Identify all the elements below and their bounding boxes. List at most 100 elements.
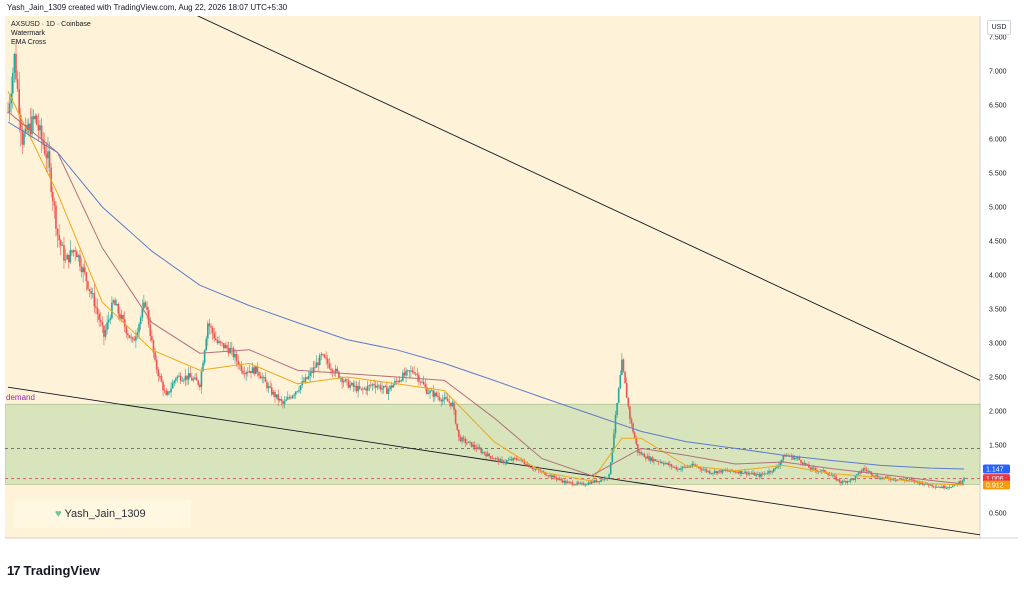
- candle-body: [298, 390, 300, 392]
- candle-body: [728, 471, 730, 472]
- candle-body: [566, 481, 569, 484]
- candle-body: [37, 124, 40, 131]
- candle-body: [320, 354, 323, 356]
- candle-body: [253, 367, 255, 375]
- candle-body: [21, 129, 24, 145]
- candle-body: [384, 385, 387, 387]
- candle-body: [784, 455, 786, 457]
- candle-body: [85, 272, 88, 282]
- candle-body: [127, 333, 129, 336]
- ema-slow-line[interactable]: [7, 111, 965, 485]
- ema-cross-indicator-label[interactable]: EMA Cross: [11, 39, 47, 46]
- candle-body: [622, 359, 625, 372]
- candle-body: [170, 388, 172, 393]
- candle-body: [812, 467, 815, 469]
- candle-body: [304, 377, 307, 383]
- tradingview-footer[interactable]: 17 TradingView: [7, 563, 100, 578]
- candle-body: [402, 372, 404, 381]
- candle-body: [937, 486, 940, 488]
- candle-body: [835, 476, 837, 481]
- ema-fast-line[interactable]: [7, 91, 965, 486]
- candle-body: [24, 124, 27, 134]
- candle-body: [517, 459, 519, 461]
- candle-body: [109, 318, 112, 320]
- candle-body: [603, 477, 606, 480]
- candle-body: [752, 472, 754, 474]
- candle-body: [873, 475, 876, 477]
- candle-body: [619, 374, 622, 389]
- candle-body: [643, 453, 646, 458]
- candle-body: [867, 471, 869, 472]
- candle-body: [88, 289, 91, 291]
- tradingview-logo-icon: 17: [7, 563, 21, 578]
- watermark-indicator-label[interactable]: Watermark: [11, 30, 45, 37]
- candle-body: [744, 471, 746, 474]
- candle-body: [841, 481, 844, 484]
- candle-body: [651, 457, 654, 462]
- candle-body: [493, 458, 495, 460]
- y-tick-label: 1.500: [989, 443, 1007, 450]
- candle-body: [913, 479, 916, 482]
- candle-body: [577, 482, 580, 484]
- candle-body: [605, 477, 607, 479]
- symbol-label[interactable]: AXSUSD · 1D · Coinbase: [11, 21, 91, 28]
- candle-body: [627, 397, 630, 407]
- candle-body: [507, 460, 510, 461]
- candle-body: [224, 345, 227, 349]
- price-chart[interactable]: demand0.5001.0001.5002.0002.5003.0003.50…: [5, 16, 1018, 539]
- candle-body: [632, 423, 634, 433]
- candle-body: [466, 442, 468, 444]
- candle-body: [569, 481, 572, 483]
- candle-body: [71, 250, 73, 253]
- candle-body: [565, 480, 567, 484]
- candle-body: [788, 456, 791, 457]
- candle-body: [39, 125, 41, 131]
- candle-body: [798, 457, 801, 460]
- candle-body: [573, 484, 575, 486]
- candle-body: [645, 457, 647, 459]
- candle-body: [282, 401, 284, 404]
- trendline[interactable]: [7, 386, 981, 536]
- candle-body: [667, 462, 670, 465]
- candle-body: [330, 368, 332, 370]
- candle-body: [98, 313, 100, 321]
- candle-body: [207, 323, 209, 339]
- candle-body: [710, 473, 713, 475]
- candle-body: [523, 461, 526, 464]
- candle-body: [176, 376, 179, 379]
- y-tick-label: 4.000: [989, 273, 1007, 280]
- candle-body: [617, 388, 620, 403]
- candle-body: [288, 397, 291, 398]
- candle-body: [753, 472, 756, 476]
- candle-body: [141, 308, 144, 318]
- candle-body: [251, 367, 254, 374]
- candle-body: [571, 482, 574, 485]
- candle-body: [258, 372, 260, 376]
- candle-body: [275, 394, 278, 398]
- candle-body: [106, 322, 108, 330]
- ema-long-line[interactable]: [7, 121, 965, 470]
- candle-body: [322, 354, 324, 355]
- candle-body: [440, 399, 443, 402]
- currency-button[interactable]: USD: [987, 20, 1011, 35]
- candle-body: [318, 355, 321, 366]
- candle-body: [99, 320, 102, 322]
- candle-body: [403, 372, 406, 376]
- candle-body: [104, 329, 107, 337]
- candle-body: [533, 468, 535, 470]
- candle-body: [889, 479, 892, 480]
- candle-body: [34, 115, 36, 120]
- candle-body: [120, 315, 123, 319]
- candle-body: [245, 372, 248, 375]
- candle-body: [880, 477, 882, 480]
- candle-body: [670, 464, 673, 467]
- candle-body: [184, 375, 187, 381]
- trendline[interactable]: [126, 16, 981, 381]
- candle-body: [694, 465, 697, 466]
- candle-body: [61, 245, 64, 247]
- y-tick-label: 7.000: [989, 69, 1007, 76]
- candle-body: [552, 475, 554, 478]
- price-badge: [983, 464, 1010, 474]
- candle-body: [709, 471, 711, 474]
- chart-area[interactable]: demand0.5001.0001.5002.0002.5003.0003.50…: [5, 16, 1018, 539]
